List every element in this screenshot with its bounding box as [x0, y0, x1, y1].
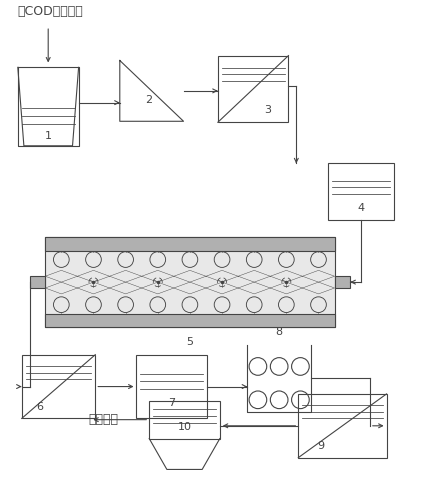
Text: 8: 8	[276, 327, 283, 337]
Bar	[328, 163, 395, 220]
Bar	[298, 394, 387, 458]
Text: 4: 4	[357, 203, 365, 213]
Text: 5: 5	[187, 337, 193, 347]
Text: 1: 1	[45, 131, 52, 142]
Bar	[149, 401, 220, 439]
Text: 6: 6	[37, 402, 43, 412]
Bar	[45, 237, 335, 327]
Bar	[45, 237, 335, 251]
Bar	[45, 313, 335, 327]
Text: 含COD工业废水: 含COD工业废水	[18, 5, 84, 18]
Bar	[136, 355, 207, 418]
Bar	[218, 56, 289, 122]
Text: 2: 2	[145, 95, 152, 105]
Text: 9: 9	[317, 441, 324, 451]
Text: 10: 10	[178, 422, 192, 432]
Bar	[30, 276, 45, 288]
Bar	[335, 276, 350, 288]
Text: 7: 7	[168, 398, 175, 408]
Text: 净化出水: 净化出水	[89, 413, 119, 426]
Bar	[22, 355, 95, 418]
Text: 3: 3	[264, 105, 271, 115]
